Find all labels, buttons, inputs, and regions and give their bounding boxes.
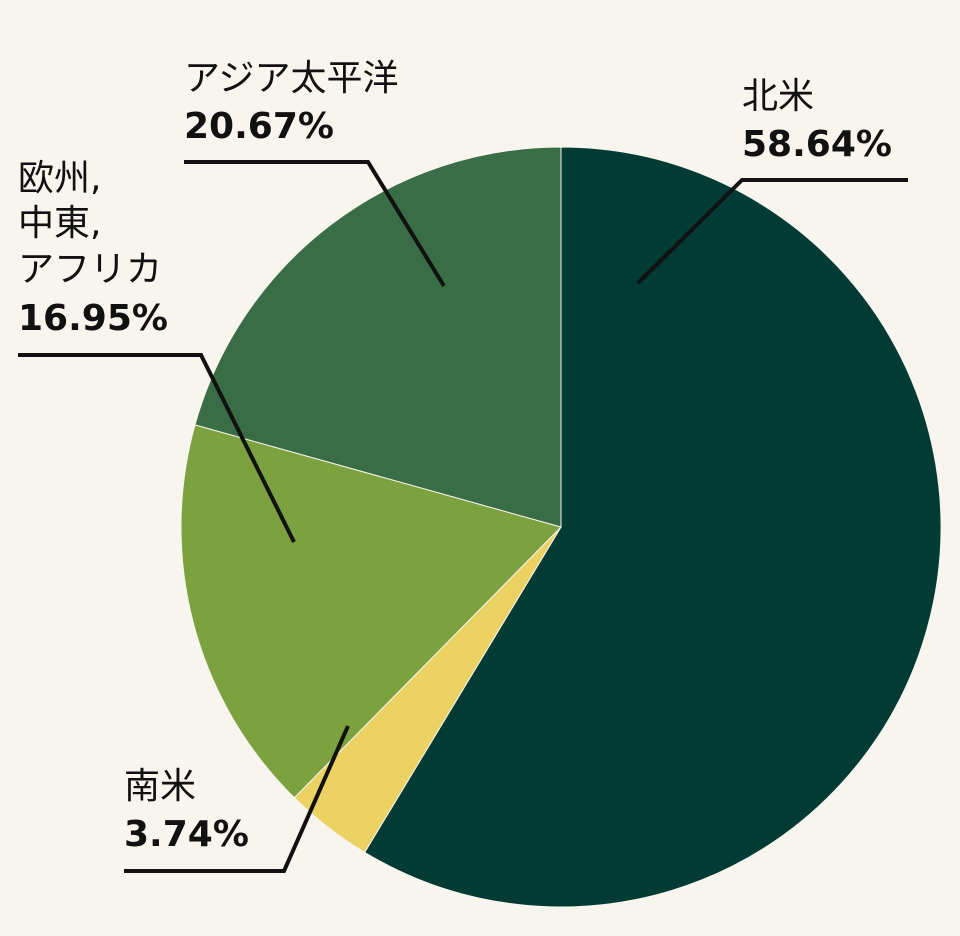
leader-line-north-america	[636, 178, 908, 285]
leader-line-south-america	[124, 725, 350, 873]
label-emea-name-line-2: 中東,	[18, 203, 101, 244]
label-south-america-value: 3.74%	[124, 814, 249, 855]
label-north-america-name: 北米	[742, 76, 814, 117]
leader-line-apac	[184, 160, 446, 288]
pie-slice-emea	[180, 424, 562, 799]
label-south-america-name: 南米	[124, 766, 196, 807]
pie-slices	[180, 146, 942, 908]
label-apac-name: アジア太平洋	[184, 58, 399, 99]
slice-labels: 北米 58.64% 南米 3.74% 欧州, 中東, アフリカ 16.95% ア…	[18, 58, 892, 855]
label-emea-name-line-1: 欧州,	[18, 158, 101, 199]
label-north-america-value: 58.64%	[742, 124, 892, 165]
label-emea-name-line-3: アフリカ	[18, 249, 162, 290]
leader-lines	[18, 160, 908, 873]
label-apac-value: 20.67%	[184, 106, 334, 147]
pie-slice-north-america	[364, 146, 942, 908]
pie-slice-apac	[194, 146, 562, 528]
label-emea-value: 16.95%	[18, 298, 168, 339]
leader-line-emea	[18, 353, 296, 543]
